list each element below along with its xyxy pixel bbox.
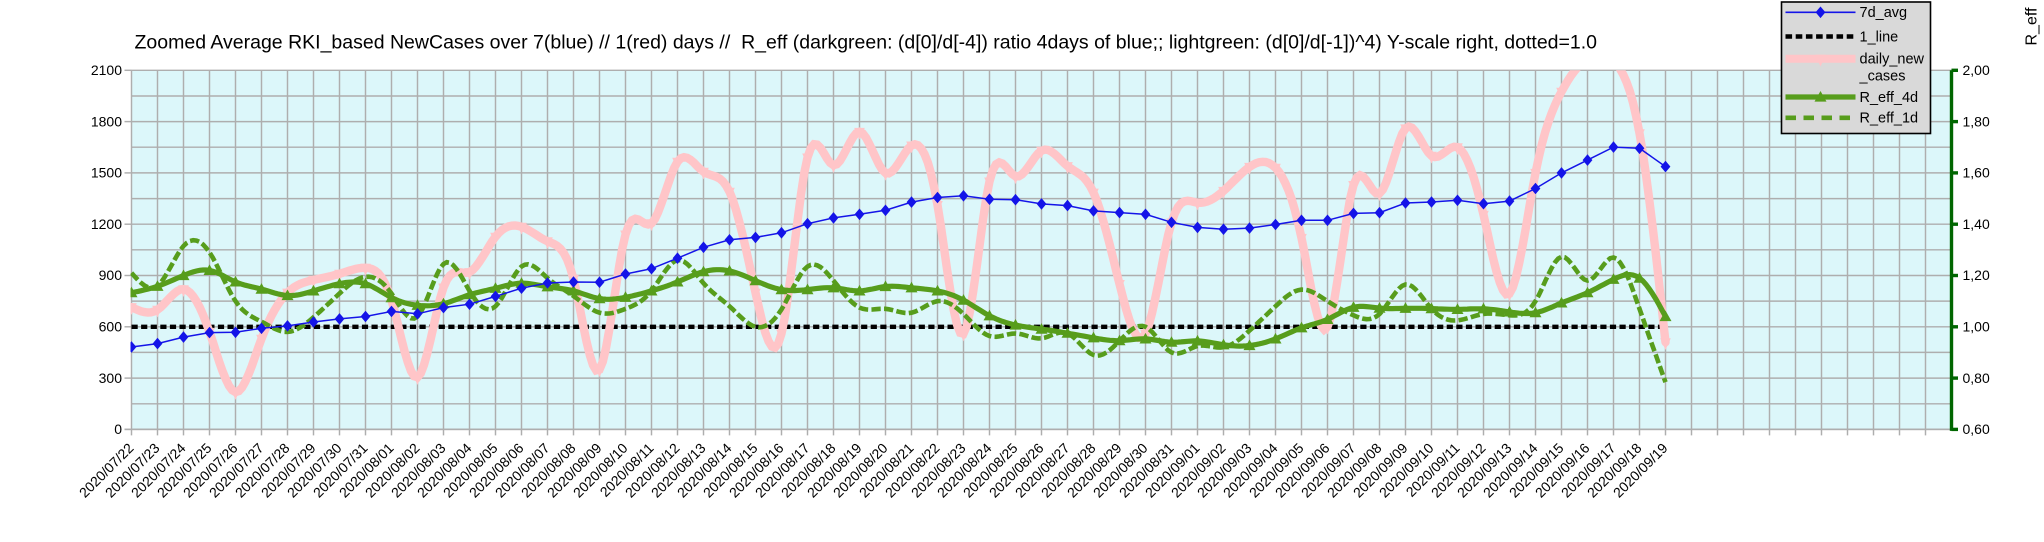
svg-text:0,60: 0,60 xyxy=(1963,421,1990,437)
svg-text:_cases: _cases xyxy=(1859,68,1906,84)
svg-text:Zoomed Average RKI_based NewCa: Zoomed Average RKI_based NewCases over 7… xyxy=(135,32,1598,54)
svg-text:7d_avg: 7d_avg xyxy=(1860,5,1908,21)
svg-text:2100: 2100 xyxy=(91,62,122,78)
svg-text:1,60: 1,60 xyxy=(1963,165,1990,181)
svg-text:600: 600 xyxy=(99,319,123,335)
svg-text:0,80: 0,80 xyxy=(1963,370,1990,386)
svg-text:900: 900 xyxy=(99,267,123,283)
svg-text:1200: 1200 xyxy=(91,216,122,232)
svg-text:1800: 1800 xyxy=(91,113,122,129)
svg-text:1,20: 1,20 xyxy=(1963,267,1990,283)
svg-text:R_eff_1d: R_eff_1d xyxy=(1860,111,1919,127)
svg-text:0: 0 xyxy=(114,421,122,437)
svg-text:2,00: 2,00 xyxy=(1963,62,1990,78)
svg-text:1,80: 1,80 xyxy=(1963,113,1990,129)
svg-text:1,00: 1,00 xyxy=(1963,319,1990,335)
svg-text:R_eff: R_eff xyxy=(2024,7,2041,46)
svg-text:300: 300 xyxy=(99,370,123,386)
svg-text:R_eff_4d: R_eff_4d xyxy=(1860,90,1919,106)
svg-text:1_line: 1_line xyxy=(1860,29,1899,45)
svg-text:1500: 1500 xyxy=(91,165,122,181)
svg-text:daily_new: daily_new xyxy=(1860,52,1925,68)
svg-text:1,40: 1,40 xyxy=(1963,216,1990,232)
